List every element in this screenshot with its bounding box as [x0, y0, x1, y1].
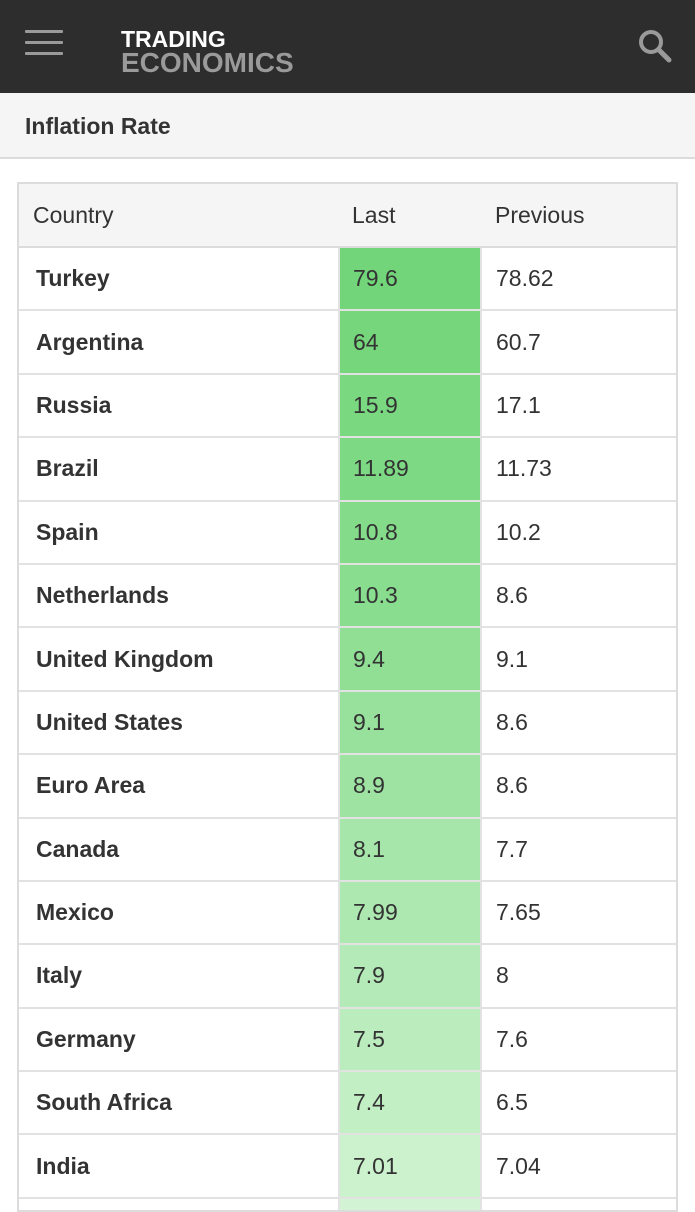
table-row[interactable]: Italy 7.9 8: [19, 944, 676, 1009]
country-cell[interactable]: South Africa: [19, 1071, 340, 1136]
inflation-table-container: Country Last Previous Turkey 79.6 78.62 Arg…: [17, 182, 678, 1212]
previous-value-cell: 11.73: [480, 437, 676, 502]
table-row[interactable]: India 7.01 7.04: [19, 1134, 676, 1199]
last-value-cell: 15.9: [339, 373, 481, 439]
country-cell[interactable]: Germany: [19, 1007, 340, 1073]
country-cell[interactable]: United States: [19, 690, 340, 756]
search-icon[interactable]: [638, 29, 672, 63]
country-cell[interactable]: United Kingdom: [19, 627, 340, 692]
table-row[interactable]: United Kingdom 9.4 9.1: [19, 627, 676, 692]
country-cell[interactable]: India: [19, 1134, 340, 1199]
last-value-cell: 8.1: [339, 817, 481, 882]
table-row[interactable]: Argentina 64 60.7: [19, 310, 676, 375]
table-row[interactable]: Brazil 11.89 11.73: [19, 437, 676, 502]
last-value-cell: 7.5: [339, 1007, 481, 1073]
last-value-cell: 10.8: [339, 500, 481, 565]
previous-value-cell: 9.1: [480, 627, 676, 692]
previous-value-cell: 8.6: [480, 690, 676, 756]
previous-value-cell: 8.6: [480, 754, 676, 819]
previous-value-cell: 60.7: [480, 310, 676, 375]
country-cell[interactable]: Turkey: [19, 247, 340, 312]
country-cell[interactable]: Russia: [19, 373, 340, 439]
table-row[interactable]: South Africa 7.4 6.5: [19, 1071, 676, 1136]
inflation-table: Country Last Previous Turkey 79.6 78.62 Arg…: [19, 184, 676, 1210]
last-value-cell: 7.4: [339, 1071, 481, 1136]
previous-value-cell: 8.6: [480, 563, 676, 629]
logo-line-2: ECONOMICS: [121, 47, 294, 78]
last-value-cell: 64: [339, 310, 481, 375]
table-row[interactable]: Spain 10.8 10.2: [19, 500, 676, 565]
page-title-bar: Inflation Rate: [0, 93, 695, 159]
column-header-country[interactable]: Country: [19, 184, 339, 248]
previous-value-cell: 78.62: [480, 247, 676, 312]
last-value-cell: 7.01: [339, 1134, 481, 1199]
table-header-row: Country Last Previous: [19, 184, 676, 248]
previous-value-cell: 8: [480, 944, 676, 1009]
last-value-cell: 10.3: [339, 563, 481, 629]
column-header-last[interactable]: Last: [339, 184, 481, 248]
previous-value-cell: 17.1: [480, 373, 676, 439]
table-row[interactable]: Canada 8.1 7.7: [19, 817, 676, 882]
table-row[interactable]: Turkey 79.6 78.62: [19, 247, 676, 312]
last-value-cell: 9.4: [339, 627, 481, 692]
hamburger-menu-icon[interactable]: [25, 30, 63, 56]
table-row[interactable]: Russia 15.9 17.1: [19, 373, 676, 439]
country-cell[interactable]: Netherlands: [19, 563, 340, 629]
last-value-cell: 7.99: [339, 880, 481, 946]
country-cell[interactable]: Argentina: [19, 310, 340, 375]
country-cell[interactable]: Italy: [19, 944, 340, 1009]
table-row[interactable]: Netherlands 10.3 8.6: [19, 563, 676, 629]
last-value-cell: 79.6: [339, 247, 481, 312]
previous-value-cell: 7.6: [480, 1007, 676, 1073]
previous-value-cell: 10.2: [480, 500, 676, 565]
last-value-cell: 9.1: [339, 690, 481, 756]
previous-value-cell: 7.7: [480, 817, 676, 882]
table-row[interactable]: Euro Area 8.9 8.6: [19, 754, 676, 819]
previous-value-cell: 7.65: [480, 880, 676, 946]
country-cell[interactable]: Canada: [19, 817, 340, 882]
last-value-cell: 7.9: [339, 944, 481, 1009]
logo-line-1: TRADING: [121, 26, 226, 52]
previous-value-cell: 7.04: [480, 1134, 676, 1199]
column-header-previous[interactable]: Previous: [481, 184, 676, 248]
table-row[interactable]: Germany 7.5 7.6: [19, 1007, 676, 1073]
table-row[interactable]: Mexico 7.99 7.65: [19, 880, 676, 946]
country-cell[interactable]: Mexico: [19, 880, 340, 946]
site-logo[interactable]: TRADING ECONOMICS: [121, 28, 294, 77]
page-title: Inflation Rate: [25, 113, 171, 139]
last-value-cell: 11.89: [339, 437, 481, 502]
table-body: Turkey 79.6 78.62 Argentina 64 60.7 Russia 15.9…: [19, 247, 676, 1210]
last-value-cell: 8.9: [339, 754, 481, 819]
table-row[interactable]: United States 9.1 8.6: [19, 690, 676, 756]
country-cell[interactable]: Brazil: [19, 437, 340, 502]
top-nav-bar: TRADING ECONOMICS: [0, 0, 695, 93]
country-cell[interactable]: Spain: [19, 500, 340, 565]
country-cell[interactable]: Euro Area: [19, 754, 340, 819]
previous-value-cell: 6.5: [480, 1071, 676, 1136]
